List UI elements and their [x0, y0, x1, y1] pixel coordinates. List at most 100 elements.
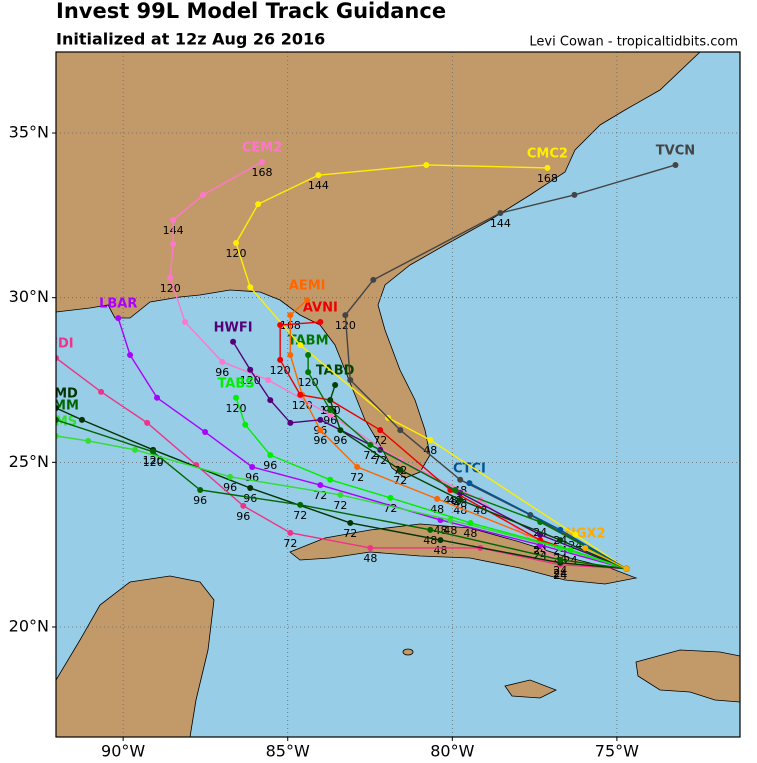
track-point [79, 416, 86, 423]
hispaniola [635, 649, 740, 703]
model-name: BAMM [33, 398, 79, 413]
track-point [367, 441, 374, 448]
hour-label: 120 [298, 376, 319, 389]
track-point [98, 388, 105, 395]
track-point [230, 338, 237, 345]
track-point [56, 354, 59, 361]
track-point [457, 496, 464, 503]
track-point [317, 416, 324, 423]
hour-label: 48 [430, 503, 444, 516]
track-point [304, 296, 311, 303]
track-point [423, 161, 430, 168]
y-tick-label: 30°N [9, 287, 49, 306]
track-point [315, 172, 322, 179]
isle-of-youth [402, 648, 414, 656]
hour-label: 72 [293, 509, 307, 522]
track-point [354, 463, 361, 470]
track-point [557, 526, 564, 533]
model-name: CEM2 [242, 140, 282, 155]
track-point [437, 537, 444, 544]
track-point [56, 405, 59, 412]
x-tick-label: 90°W [101, 742, 145, 761]
track-point [197, 487, 204, 494]
hour-label: 144 [490, 217, 511, 230]
jamaica [504, 679, 557, 699]
hour-label: 96 [193, 494, 207, 507]
hour-label: 144 [308, 179, 329, 192]
track-line [584, 547, 627, 570]
track-point [150, 448, 157, 455]
track-point [267, 452, 274, 459]
track-point [233, 394, 240, 401]
track-point [170, 216, 177, 223]
hour-label: 96 [333, 434, 347, 447]
track-point [370, 276, 377, 283]
model-name: TABS [217, 376, 254, 391]
track-point [247, 366, 254, 373]
track-point [259, 158, 266, 165]
model-name: TABM [288, 333, 329, 348]
track-point [571, 191, 578, 198]
track-point [227, 473, 234, 480]
frame [55, 51, 741, 738]
north-america [56, 52, 701, 479]
track-point [497, 210, 504, 217]
model-name: TVCN [656, 143, 695, 158]
track-point [247, 485, 254, 492]
track-point [327, 397, 334, 404]
hour-label: 96 [236, 510, 250, 523]
track-point [467, 519, 474, 526]
track-point [367, 544, 374, 551]
track-point [567, 546, 574, 553]
hour-label: 48 [423, 444, 437, 457]
hour-label: 120 [270, 364, 291, 377]
model-name: LBAR [99, 297, 137, 312]
hour-label: 48 [423, 534, 437, 547]
hour-label: 48 [463, 527, 477, 540]
cuba [289, 523, 638, 585]
track-point [297, 501, 304, 508]
hour-label: 120 [143, 456, 164, 469]
track-point [387, 494, 394, 501]
hour-label: 72 [283, 537, 297, 550]
track-point [397, 466, 404, 473]
track-point [317, 427, 324, 434]
track-point [305, 369, 312, 376]
hour-label: 96 [243, 492, 257, 505]
hour-label: 48 [363, 552, 377, 565]
track-line [235, 397, 627, 570]
track-point [427, 436, 434, 443]
track-point [131, 446, 138, 453]
track-point [56, 416, 59, 423]
track-point [572, 531, 579, 538]
model-name: TABD [316, 363, 355, 378]
track-point [297, 342, 304, 349]
hour-label: 72 [343, 527, 357, 540]
track-point [144, 419, 151, 426]
track-point [56, 432, 59, 439]
hour-label: 120 [160, 282, 181, 295]
model-name: AEMI [289, 278, 326, 293]
track-point [182, 319, 189, 326]
hour-label: 72 [350, 471, 364, 484]
track-point [347, 519, 354, 526]
track-point [447, 516, 454, 523]
hour-label: 72 [373, 454, 387, 467]
hour-label: 168 [537, 172, 558, 185]
x-tick-label: 80°W [430, 742, 474, 761]
model-name: GFDI [38, 336, 73, 351]
track-point [287, 351, 294, 358]
track-line [344, 164, 676, 570]
track-point [337, 427, 344, 434]
track-point [466, 480, 473, 487]
track-point [347, 377, 354, 384]
track-point [202, 429, 209, 436]
hour-label: 168 [252, 166, 273, 179]
track-point [233, 240, 240, 247]
hour-label: 120 [226, 247, 247, 260]
track-point [327, 476, 334, 483]
credit: Levi Cowan - tropicaltidbits.com [529, 35, 738, 50]
y-tick-label: 35°N [9, 123, 49, 142]
track-point [327, 406, 334, 413]
